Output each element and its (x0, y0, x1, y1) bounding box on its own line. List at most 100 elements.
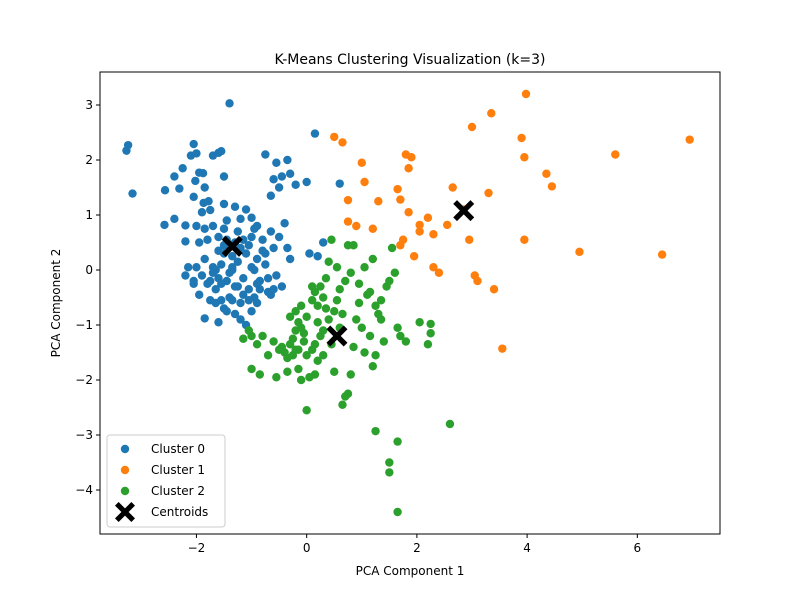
data-point (250, 224, 259, 233)
data-point (302, 177, 311, 187)
data-point (343, 389, 353, 398)
data-point (197, 208, 207, 217)
data-point (448, 183, 457, 192)
data-point (393, 437, 402, 446)
data-point (393, 323, 402, 332)
data-point (230, 202, 240, 211)
data-point (407, 153, 416, 162)
data-point (338, 309, 347, 319)
data-point (368, 224, 377, 233)
x-tick-label: −2 (188, 541, 206, 555)
data-point (197, 271, 207, 280)
data-point (285, 312, 295, 321)
data-point (239, 334, 248, 343)
data-point (214, 318, 223, 327)
data-point (313, 301, 322, 310)
data-point (330, 132, 339, 142)
data-point (443, 220, 452, 230)
data-point (423, 213, 433, 222)
data-point (200, 314, 209, 323)
data-point (330, 307, 339, 316)
data-point (401, 337, 411, 346)
data-point (228, 263, 237, 272)
data-point (189, 276, 198, 286)
data-point (239, 274, 248, 283)
data-point (219, 172, 229, 181)
data-point (261, 150, 270, 159)
data-point (272, 373, 281, 382)
data-point (200, 224, 209, 233)
legend-marker (120, 465, 130, 475)
axes-frame (99, 71, 721, 535)
data-point (128, 189, 137, 198)
x-tick-label: 6 (634, 541, 642, 555)
data-point (200, 183, 209, 192)
data-point (255, 370, 265, 379)
data-point (244, 241, 253, 250)
data-point (316, 282, 325, 291)
y-tick-label: −3 (75, 428, 93, 442)
data-point (211, 298, 220, 308)
data-point (341, 276, 350, 286)
data-point (387, 243, 397, 253)
y-tick-label: 3 (85, 98, 93, 112)
data-point (415, 318, 424, 327)
data-point (360, 263, 369, 272)
data-point (217, 260, 226, 269)
data-point (211, 285, 220, 294)
data-point (404, 164, 413, 173)
data-point (266, 227, 276, 236)
data-point (385, 468, 394, 477)
data-point (330, 367, 339, 376)
data-point (192, 221, 201, 231)
data-point (241, 205, 251, 214)
data-point (385, 276, 394, 286)
data-point (181, 221, 190, 230)
data-point (467, 122, 477, 132)
data-point (266, 191, 276, 200)
legend-item: Cluster 1 (120, 463, 205, 477)
data-point (192, 263, 201, 272)
data-point (484, 188, 493, 198)
data-point (517, 133, 526, 143)
data-point (327, 235, 336, 244)
data-point (277, 342, 287, 352)
data-point (208, 268, 218, 277)
data-point (368, 362, 377, 371)
data-point (263, 351, 273, 360)
data-point (357, 158, 366, 167)
data-point (236, 298, 245, 308)
y-tick-label: 1 (85, 208, 93, 222)
data-point (354, 279, 364, 288)
data-point (349, 241, 358, 250)
series-centroids (221, 200, 475, 347)
data-point (409, 252, 419, 261)
data-point (423, 340, 433, 349)
data-point (274, 232, 284, 242)
data-point (335, 179, 344, 188)
data-point (415, 227, 424, 236)
data-point (204, 197, 213, 206)
data-point (283, 367, 292, 376)
data-point (434, 268, 444, 277)
data-point (313, 356, 322, 365)
data-point (285, 169, 295, 178)
data-point (269, 337, 278, 346)
data-point (198, 169, 208, 178)
data-point (170, 172, 179, 181)
data-point (277, 282, 287, 291)
data-point (487, 109, 496, 118)
data-point (368, 254, 377, 264)
data-point (230, 309, 240, 319)
legend-item: Centroids (115, 502, 208, 522)
data-point (233, 282, 242, 291)
data-point (252, 279, 262, 288)
data-point (222, 307, 231, 316)
data-point (305, 249, 314, 258)
data-point (611, 150, 620, 159)
data-point (269, 285, 278, 294)
data-point (252, 340, 262, 349)
data-point (360, 177, 369, 187)
x-tick-label: 4 (523, 541, 531, 555)
data-point (247, 364, 256, 374)
